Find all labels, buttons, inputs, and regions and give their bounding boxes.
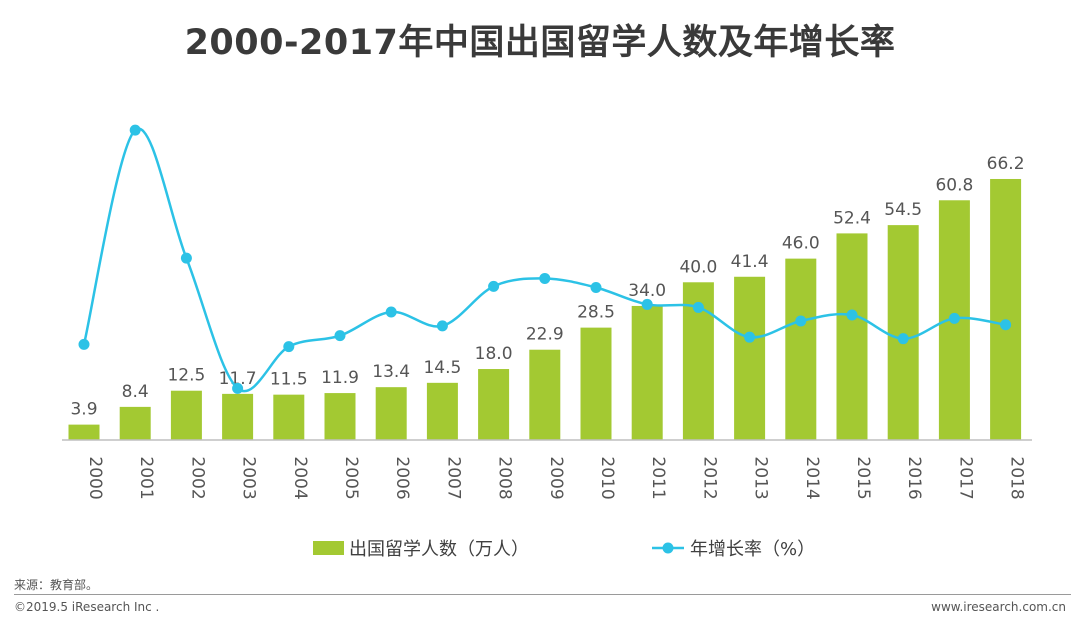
- x-tick-2009: 2009: [546, 456, 566, 499]
- bar-2015: [836, 233, 868, 440]
- bar-label-2005: 11.9: [321, 368, 359, 388]
- legend-line-marker: [662, 542, 674, 554]
- bar-2004: [273, 394, 305, 440]
- growth-rate-points: [78, 124, 1012, 394]
- x-tick-2011: 2011: [648, 456, 668, 499]
- chart-canvas: 3.98.412.5 11.7 11.5 11.9 13.4 14.518.022.928…: [62, 124, 1032, 560]
- bar-label-2014: 46.0: [782, 234, 820, 254]
- bar-label-2011: 34.0: [628, 281, 666, 301]
- bar-label-2013: 41.4: [731, 252, 769, 272]
- x-tick-2001: 2001: [136, 456, 156, 499]
- bar-label-2017: 60.8: [935, 175, 973, 195]
- bar-label-2016: 54.5: [884, 200, 922, 220]
- bar-label-2004: 11.5: [270, 370, 308, 390]
- bar-2014: [785, 258, 817, 440]
- x-tick-2018: 2018: [1007, 456, 1027, 499]
- bar-label-2015: 52.4: [833, 208, 871, 228]
- x-tick-2012: 2012: [699, 456, 719, 499]
- bar-value-labels: 3.98.412.5 11.7 11.5 11.9 13.4 14.518.022.928…: [70, 154, 1024, 420]
- growth-point-2007: [436, 320, 448, 332]
- growth-point-2012: [692, 301, 704, 313]
- growth-point-2003: [232, 382, 244, 394]
- bar-label-2018: 66.2: [987, 154, 1025, 174]
- x-tick-2003: 2003: [239, 456, 259, 499]
- bar-2005: [324, 393, 356, 440]
- x-tick-2004: 2004: [290, 456, 310, 499]
- bar-2001: [119, 406, 151, 440]
- bar-2003: [222, 393, 254, 440]
- growth-point-2017: [948, 312, 960, 324]
- legend-bar-swatch: [313, 541, 344, 555]
- growth-point-2018: [1000, 319, 1012, 331]
- x-tick-2006: 2006: [392, 456, 412, 499]
- bar-2008: [478, 369, 510, 440]
- growth-point-2015: [846, 309, 858, 321]
- growth-point-2008: [488, 280, 500, 292]
- x-tick-2016: 2016: [904, 456, 924, 499]
- bar-2011: [631, 305, 663, 440]
- bar-2018: [990, 178, 1022, 441]
- growth-point-2016: [897, 333, 909, 345]
- growth-point-2004: [283, 341, 295, 353]
- bar-2006: [375, 387, 407, 440]
- copyright: ©2019.5 iResearch Inc .: [14, 600, 160, 614]
- x-tick-2005: 2005: [341, 456, 361, 499]
- growth-point-2011: [641, 298, 653, 310]
- bar-label-2008: 18.0: [475, 344, 513, 364]
- bar-2000: [68, 424, 100, 440]
- growth-point-2009: [539, 272, 551, 284]
- x-tick-2010: 2010: [597, 456, 617, 499]
- bar-2009: [529, 349, 561, 440]
- growth-point-2014: [795, 315, 807, 327]
- bar-label-2009: 22.9: [526, 325, 564, 345]
- bar-label-2006: 13.4: [372, 362, 410, 382]
- x-tick-2015: 2015: [853, 456, 873, 499]
- bar-label-2002: 12.5: [167, 366, 205, 386]
- x-tick-2008: 2008: [495, 456, 515, 499]
- website: www.iresearch.com.cn: [931, 600, 1066, 614]
- growth-point-2010: [590, 281, 602, 293]
- chart-title: 2000-2017年中国出国留学人数及年增长率: [184, 23, 896, 63]
- x-tick-2013: 2013: [751, 456, 771, 499]
- legend-line-label: 年增长率（%）: [690, 539, 815, 560]
- bar-2007: [426, 382, 458, 440]
- bar-2013: [734, 276, 766, 440]
- x-tick-2002: 2002: [187, 456, 207, 499]
- source-note: 来源：教育部。: [14, 578, 99, 592]
- growth-point-2006: [385, 306, 397, 318]
- growth-point-2005: [334, 330, 346, 342]
- legend-bar-label: 出国留学人数（万人）: [349, 539, 529, 560]
- bar-label-2001: 8.4: [122, 382, 149, 402]
- bar-2002: [170, 390, 202, 440]
- x-tick-2007: 2007: [443, 456, 463, 499]
- bar-2016: [887, 225, 919, 440]
- bar-series: [68, 178, 1022, 441]
- growth-point-2002: [180, 252, 192, 264]
- growth-point-2013: [744, 331, 756, 343]
- bar-label-2000: 3.9: [70, 400, 97, 420]
- x-tick-2014: 2014: [802, 456, 822, 499]
- bar-label-2012: 40.0: [679, 257, 717, 277]
- bar-2010: [580, 327, 612, 440]
- footer-divider: [14, 594, 1071, 595]
- x-tick-2017: 2017: [955, 456, 975, 499]
- legend: 出国留学人数（万人） 年增长率（%）: [313, 539, 815, 560]
- bar-label-2010: 28.5: [577, 303, 615, 323]
- x-axis-tick-labels: 2000 2001 2002 2003 2004 2005 2006 2007 2008 2009…: [85, 456, 1027, 499]
- growth-point-2001: [129, 124, 141, 136]
- x-tick-2000: 2000: [85, 456, 105, 499]
- bar-label-2007: 14.5: [423, 358, 461, 378]
- growth-point-2000: [78, 338, 90, 350]
